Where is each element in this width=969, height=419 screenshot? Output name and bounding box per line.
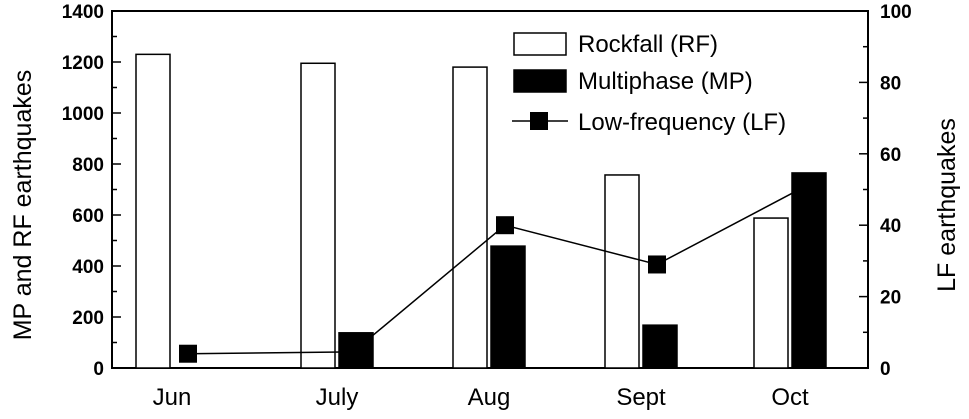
legend-label-rockfall: Rockfall (RF) <box>578 31 718 58</box>
left-tick-label: 0 <box>93 359 104 380</box>
rockfall-bar-aug <box>452 66 488 369</box>
low-frequency-marker-aug <box>496 216 514 235</box>
x-tick-label-aug: Aug <box>468 384 511 411</box>
left-tick-label: 800 <box>72 155 104 176</box>
left-tick-label: 1400 <box>62 2 104 23</box>
multiphase-bar-aug <box>490 245 526 369</box>
legend-label-low-frequency: Low-frequency (LF) <box>578 109 786 136</box>
legend-swatch-multiphase <box>513 69 567 93</box>
x-axis: Jun July Aug Sept Oct <box>153 384 809 411</box>
x-tick-label-sept: Sept <box>616 384 666 411</box>
low-frequency-marker-july <box>344 342 362 361</box>
rockfall-bar-jun <box>135 53 171 369</box>
multiphase-bars <box>338 172 827 369</box>
legend-label-multiphase: Multiphase (MP) <box>578 68 753 95</box>
rockfall-bar-july <box>300 62 336 369</box>
left-tick-label: 1200 <box>62 53 104 74</box>
left-axis: 0 200 400 600 800 1000 1200 1400 <box>62 2 121 380</box>
legend-swatch-rockfall <box>513 32 567 56</box>
left-tick-label: 200 <box>72 308 104 329</box>
right-tick-label: 0 <box>880 359 891 380</box>
low-frequency-marker-sept <box>648 255 666 274</box>
x-tick-label-jun: Jun <box>153 384 192 411</box>
left-tick-label: 600 <box>72 206 104 227</box>
right-axis-title: LF earthquakes <box>933 118 961 292</box>
multiphase-bar-oct <box>791 172 827 369</box>
left-tick-label: 400 <box>72 257 104 278</box>
low-frequency-line <box>179 176 815 363</box>
x-tick-label-oct: Oct <box>771 384 809 411</box>
right-tick-label: 80 <box>880 73 901 94</box>
right-tick-label: 60 <box>880 145 901 166</box>
right-axis: 0 20 40 60 80 100 <box>859 2 912 380</box>
low-frequency-marker-oct <box>797 176 815 195</box>
legend-marker-low-frequency <box>530 112 548 130</box>
left-tick-label: 1000 <box>62 104 104 125</box>
right-tick-label: 100 <box>880 2 912 23</box>
right-tick-label: 40 <box>880 216 901 237</box>
low-frequency-marker-jun <box>179 344 197 363</box>
multiphase-bar-sept <box>642 324 678 369</box>
rockfall-bars <box>135 53 789 369</box>
x-tick-label-july: July <box>316 384 359 411</box>
rockfall-bar-sept <box>604 174 640 369</box>
right-tick-label: 20 <box>880 288 901 309</box>
legend: Rockfall (RF) Multiphase (MP) Low-freque… <box>512 31 786 136</box>
left-axis-title: MP and RF earthquakes <box>9 70 37 341</box>
rockfall-bar-oct <box>753 217 789 369</box>
